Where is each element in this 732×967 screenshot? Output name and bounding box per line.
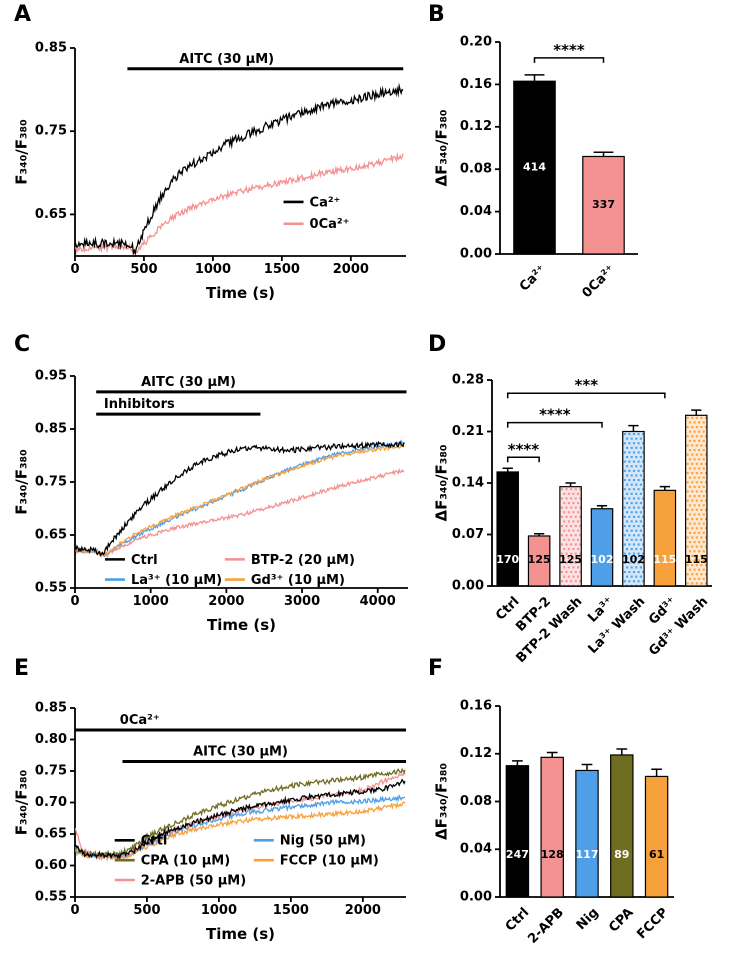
panel-b-bar-chart — [420, 10, 732, 340]
panel-e-line-chart — [0, 660, 420, 967]
panel-f-bar-chart — [420, 660, 732, 967]
panel-a-line-chart — [0, 10, 420, 340]
panel-c-line-chart — [0, 336, 420, 670]
panel-d-bar-chart — [420, 336, 732, 670]
